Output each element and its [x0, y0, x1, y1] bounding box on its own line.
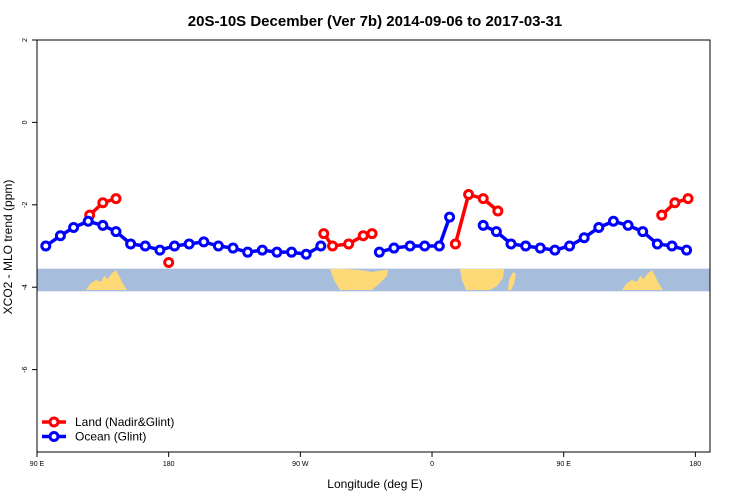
y-tick-label-3: -2 — [22, 202, 29, 208]
map-land-4 — [508, 272, 516, 290]
data-point-1-4-1 — [449, 238, 461, 250]
series-group — [40, 189, 694, 268]
data-point-2-1-8 — [139, 240, 151, 252]
data-point-2-3-4 — [520, 240, 532, 252]
data-point-2-2-1 — [373, 246, 385, 258]
data-point-2-3-1 — [477, 219, 489, 231]
data-point-2-1-1 — [40, 240, 52, 252]
data-point-2-1-13 — [212, 240, 224, 252]
data-point-2-1-11 — [183, 238, 195, 250]
data-point-1-3-1 — [318, 228, 330, 240]
data-point-1-5-2 — [669, 197, 681, 209]
data-point-2-1-2 — [54, 230, 66, 242]
y-tick-label-5: -6 — [22, 366, 29, 372]
data-point-1-1-2 — [97, 197, 109, 209]
data-point-2-1-16 — [256, 244, 268, 256]
legend-marker-2 — [48, 431, 60, 442]
data-point-1-4-3 — [477, 193, 489, 205]
data-point-2-1-17 — [271, 246, 283, 258]
data-point-2-3-5 — [534, 242, 546, 254]
data-point-1-4-2 — [463, 189, 475, 200]
data-point-2-2-4 — [419, 240, 431, 252]
legend-label-2: Ocean (Glint) — [75, 430, 146, 444]
data-point-2-1-20 — [315, 240, 327, 252]
data-point-2-1-5 — [97, 219, 109, 231]
y-tick-label-2: 0 — [22, 120, 29, 124]
data-point-1-3-2 — [327, 240, 339, 252]
data-point-2-1-10 — [169, 240, 181, 252]
x-tick-label-3: 90 W — [292, 461, 309, 468]
map-land-5 — [622, 270, 663, 290]
legend: Land (Nadir&Glint)Ocean (Glint) — [42, 415, 174, 444]
data-point-1-5-1 — [656, 209, 668, 221]
data-point-2-3-9 — [593, 221, 605, 233]
data-point-2-1-7 — [125, 238, 137, 250]
data-point-2-2-5 — [433, 240, 445, 252]
x-tick-label-6: 180 — [690, 461, 702, 468]
data-point-2-3-3 — [505, 238, 517, 250]
data-point-2-1-14 — [227, 242, 239, 254]
data-point-2-3-2 — [490, 226, 502, 238]
x-tick-label-5: 90 E — [556, 461, 571, 468]
legend-marker-1 — [48, 416, 60, 428]
data-point-2-3-13 — [651, 238, 663, 250]
chart-title: 20S-10S December (Ver 7b) 2014-09-06 to … — [188, 13, 562, 30]
series-line-1-4 — [453, 192, 499, 245]
series-ocean — [40, 211, 693, 260]
data-point-1-1-3 — [110, 193, 122, 205]
data-point-2-1-12 — [198, 236, 210, 248]
map-land-2 — [330, 269, 388, 290]
data-point-2-1-6 — [110, 226, 122, 238]
data-point-1-5-3 — [682, 193, 694, 205]
axes: 90 E 180 90 W 0 90 E 180 2 0 -2 -4 -6 — [22, 38, 711, 468]
data-point-2-3-14 — [666, 240, 678, 252]
map-land-3 — [460, 269, 504, 290]
data-point-1-3-4 — [357, 230, 369, 242]
data-point-2-1-18 — [286, 246, 298, 258]
x-axis-label: Longitude (deg E) — [327, 477, 422, 491]
y-axis-label: XCO2 - MLO trend (ppm) — [1, 180, 15, 315]
data-point-2-1-9 — [154, 244, 166, 256]
y-tick-label-1: 2 — [22, 38, 29, 42]
y-tick-label-4: -4 — [22, 284, 29, 290]
data-point-1-3-5 — [366, 228, 378, 240]
data-point-2-3-7 — [564, 240, 576, 252]
data-point-2-3-11 — [622, 219, 634, 231]
data-point-2-3-12 — [637, 226, 649, 238]
data-point-2-3-10 — [607, 215, 619, 227]
map-land-1 — [86, 270, 127, 290]
data-point-2-1-19 — [300, 248, 312, 260]
data-point-2-2-3 — [404, 240, 416, 252]
legend-label-1: Land (Nadir&Glint) — [75, 415, 174, 429]
data-point-2-1-15 — [242, 246, 254, 258]
data-point-1-2-1 — [163, 256, 175, 268]
plot-frame — [36, 39, 711, 453]
x-tick-label-2: 180 — [163, 461, 175, 468]
data-point-2-3-6 — [549, 244, 561, 256]
data-point-2-2-6 — [444, 211, 456, 223]
series-land — [84, 189, 694, 268]
data-point-2-1-4 — [82, 215, 94, 227]
data-point-1-3-3 — [343, 238, 355, 250]
x-tick-label-4: 0 — [430, 461, 434, 468]
data-point-2-3-8 — [578, 232, 590, 244]
data-point-1-4-4 — [492, 205, 504, 217]
data-point-2-1-3 — [68, 221, 80, 233]
map-strip — [37, 268, 710, 292]
data-point-2-3-15 — [681, 244, 693, 256]
data-point-2-2-2 — [388, 242, 400, 254]
x-tick-label-1: 90 E — [30, 461, 45, 468]
